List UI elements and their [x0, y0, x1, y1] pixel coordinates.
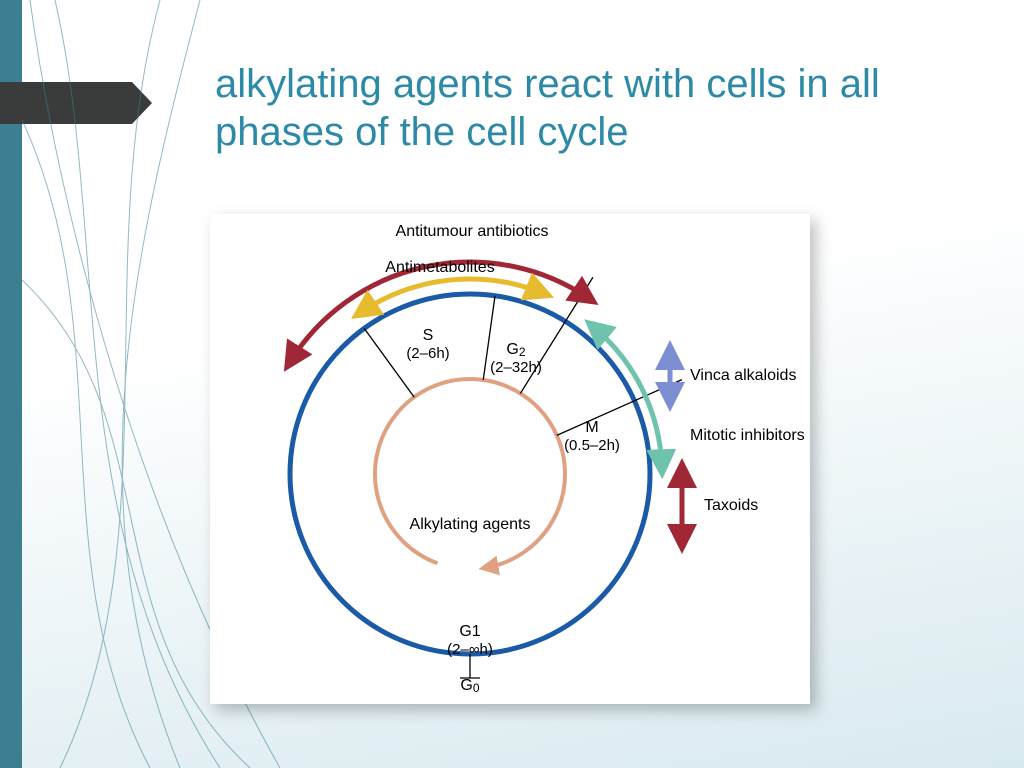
label-antitumour: Antitumour antibiotics — [396, 223, 549, 240]
slide-bookmark — [0, 82, 132, 124]
label-G1: G1 — [459, 623, 480, 640]
label-S: S — [423, 327, 434, 344]
label-vinca: Vinca alkaloids — [690, 367, 796, 384]
phase-divider — [364, 328, 414, 397]
label-mitotic: Mitotic inhibitors — [690, 427, 805, 444]
label-G2-sub: (2–32h) — [490, 359, 542, 376]
inner-ring — [375, 379, 565, 568]
label-M-sub: (0.5–2h) — [564, 437, 620, 454]
cell-cycle-diagram: S(2–6h) G2(2–32h) M(0.5–2h) G1(2–∞h) G0 Alkyl… — [210, 214, 810, 704]
label-antimetabolites: Antimetabolites — [385, 259, 494, 276]
label-M: M — [585, 419, 598, 436]
diagram-svg: S(2–6h) G2(2–32h) M(0.5–2h) G1(2–∞h) G0 Alkyl… — [210, 214, 810, 704]
phase-divider — [520, 321, 565, 393]
slide-title: alkylating agents react with cells in al… — [215, 60, 915, 156]
label-taxoids: Taxoids — [704, 497, 758, 514]
label-center: Alkylating agents — [410, 516, 531, 533]
label-G0: G0 — [460, 677, 479, 695]
outer-ring — [290, 294, 650, 654]
phase-divider-ext — [565, 277, 593, 321]
label-S-sub: (2–6h) — [406, 345, 449, 362]
label-G2: G2 — [506, 341, 525, 359]
label-G1-sub: (2–∞h) — [447, 641, 493, 658]
